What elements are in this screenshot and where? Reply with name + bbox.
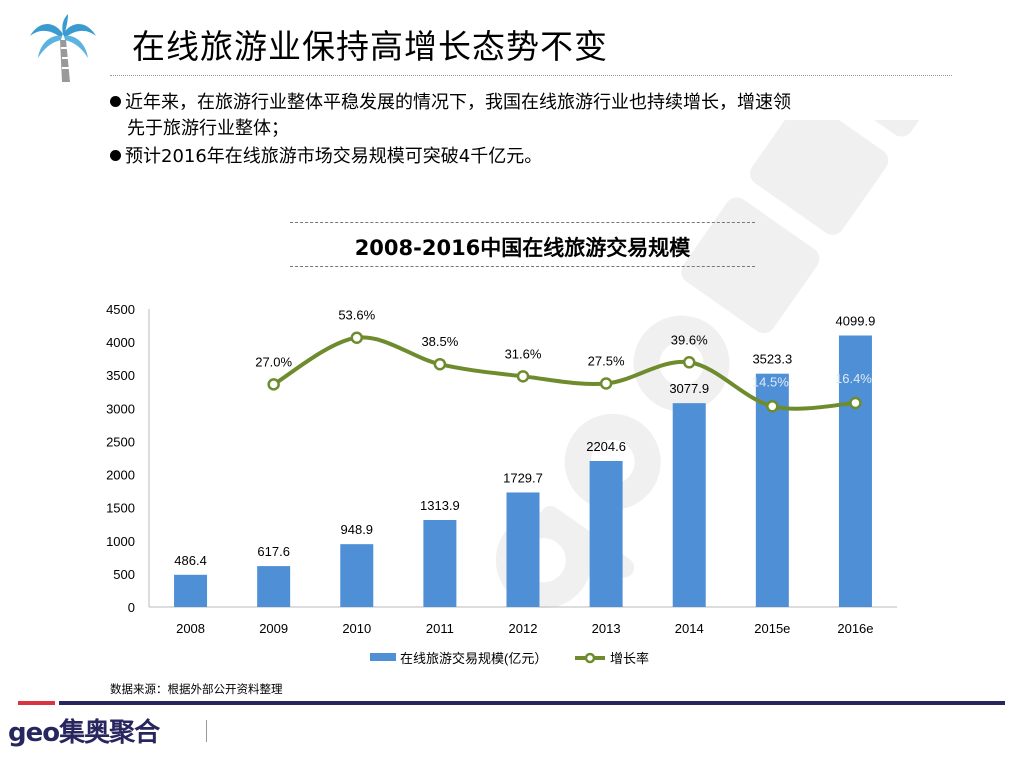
bar-data-label: 4099.9 [836,313,876,328]
growth-line [272,335,856,411]
bar-data-label: 3523.3 [752,352,792,367]
growth-data-label: 27.0% [255,354,292,369]
growth-data-label: 38.5% [421,334,458,349]
y-tick-label: 1000 [106,534,135,549]
bar [755,373,789,607]
growth-point [433,357,447,371]
x-tick-label: 2010 [342,621,371,636]
x-tick-label: 2013 [592,621,621,636]
growth-point [350,331,364,344]
growth-data-label: 31.6% [505,346,542,361]
x-tick-label: 2015e [754,621,790,636]
y-tick-label: 0 [128,600,135,615]
chart-title-rule-top [290,222,755,223]
y-tick-label: 3000 [106,401,135,416]
company-logo: geo集奥聚合 [8,718,160,748]
y-tick-label: 4000 [106,335,135,350]
data-source: 数据来源：根据外部公开资料整理 [110,682,283,696]
bullet-dot-icon [110,150,121,161]
bar-data-label: 1729.7 [503,470,543,485]
bar [672,403,706,607]
bar [340,544,374,607]
y-tick-label: 500 [113,567,135,582]
bar [838,335,872,607]
growth-point [267,378,280,391]
growth-data-label: 27.5% [588,354,625,369]
bar-data-label: 948.9 [341,522,374,537]
palm-tree-icon [30,14,96,82]
x-tick-label: 2008 [176,621,205,636]
legend-bar-label: 在线旅游交易规模(亿元） [400,651,547,666]
x-tick-label: 2012 [509,621,538,636]
chart-title-rule-bottom [290,266,755,267]
x-tick-label: 2009 [259,621,288,636]
bar-data-label: 1313.9 [420,498,460,513]
footer-accent-red [18,701,55,705]
legend-line-label: 增长率 [610,651,649,666]
logo-separator [206,720,207,742]
y-tick-label: 3500 [106,368,135,383]
y-tick-label: 1500 [106,501,135,516]
footer-rule [59,701,1005,705]
growth-point [766,400,779,413]
bar [589,461,623,607]
x-tick-label: 2011 [426,621,454,636]
bullet-1-cont: 先于旅游行业整体； [127,118,289,139]
chart: 0 500 1000 1500 2000 2500 3000 3500 4000 4500 2008… [106,302,897,666]
bullet-2: 预计2016年在线旅游市场交易规模可突破4千亿元。 [110,144,542,170]
growth-point [849,396,862,410]
bar [174,574,208,607]
y-tick-label: 2000 [106,468,135,483]
bar-data-label: 486.4 [174,553,207,568]
legend-bar-swatch [370,653,396,661]
bar [506,492,540,607]
growth-point [516,370,530,383]
growth-point [599,377,613,390]
x-tick-label: 2016e [837,621,873,636]
title-divider [110,75,952,76]
growth-data-label: 39.6% [671,332,708,347]
bar [257,566,291,607]
growth-point [682,356,696,369]
growth-data-label: 14.5% [752,374,789,389]
bar-data-label: 2204.6 [586,439,626,454]
growth-data-label: 16.4% [835,371,872,386]
bar-data-label: 617.6 [257,544,290,559]
bar [423,519,457,607]
y-tick-label: 4500 [106,302,135,317]
growth-data-label: 53.6% [338,308,375,323]
x-tick-label: 2014 [675,621,704,636]
bar-data-label: 3077.9 [669,381,709,396]
bullet-dot-icon [110,96,121,107]
chart-title: 2008-2016中国在线旅游交易规模 [354,236,691,260]
slide-title: 在线旅游业保持高增长态势不变 [132,27,608,66]
bullet-1: 近年来，在旅游行业整体平稳发展的情况下，我国在线旅游行业也持续增长，增速领 [110,90,791,116]
legend-line-marker [584,652,596,664]
y-tick-label: 2500 [106,434,135,449]
